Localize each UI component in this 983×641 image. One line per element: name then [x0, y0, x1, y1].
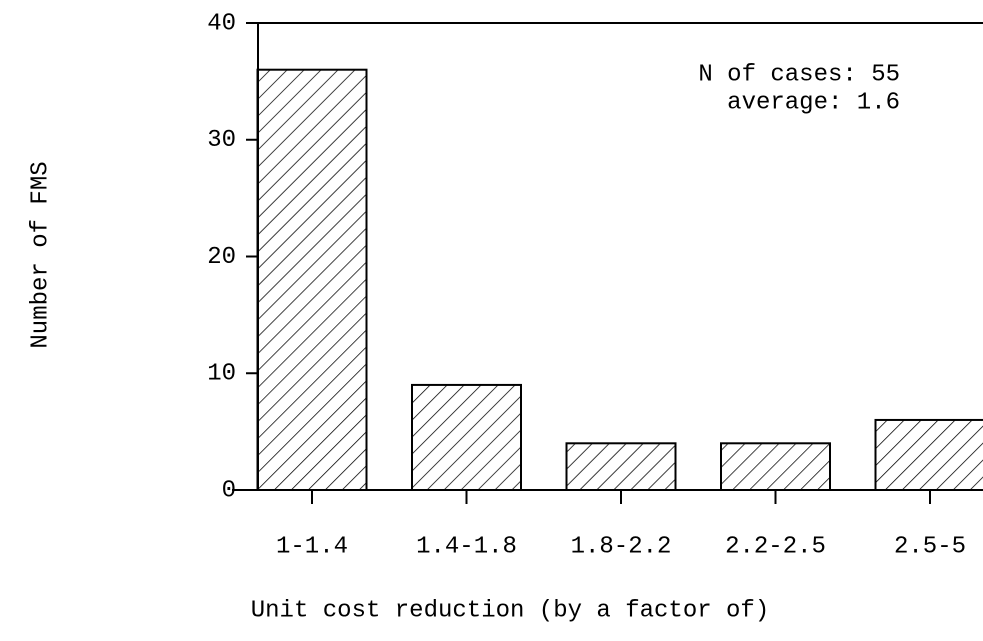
- bar: [411, 383, 522, 491]
- x-tick-label: 1-1.4: [276, 533, 348, 560]
- bar: [874, 418, 983, 492]
- y-tick-label: 30: [207, 127, 236, 154]
- y-axis-label: Number of FMS: [27, 161, 54, 348]
- x-tick-label: 1.4-1.8: [416, 533, 517, 560]
- y-tick-label: 20: [207, 244, 236, 271]
- bar: [256, 68, 368, 491]
- x-axis-label: Unit cost reduction (by a factor of): [251, 597, 769, 624]
- bar: [565, 442, 677, 491]
- annotation: N of cases: 55: [698, 61, 900, 88]
- annotation: average: 1.6: [727, 89, 900, 116]
- y-tick-label: 0: [222, 477, 236, 504]
- x-tick-label: 2.2-2.5: [725, 533, 826, 560]
- y-tick-label: 10: [207, 361, 236, 388]
- x-tick-label: 1.8-2.2: [571, 533, 672, 560]
- bar: [720, 442, 831, 491]
- x-tick-label: 2.5-5: [894, 533, 966, 560]
- y-tick-label: 40: [207, 10, 236, 37]
